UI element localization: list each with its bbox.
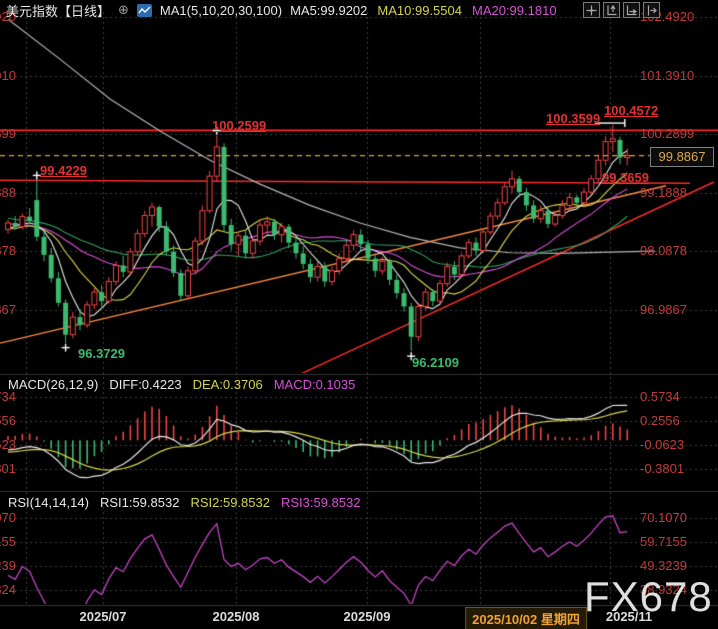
axis-label-left-main: 99.1888 — [0, 184, 16, 200]
ma-config-label: MA1(5,10,20,30,100) — [159, 2, 283, 18]
axis-label-left-rsi: 49.3239 — [0, 557, 16, 573]
scale-x-axis-icon[interactable] — [623, 2, 640, 18]
last-price-value: 99.8867 — [658, 149, 706, 165]
date-axis: 2025/07 2025/08 2025/09 2025/10/02 星期四 2025/… — [0, 606, 718, 629]
symbol-title: 美元指数【日线】 — [6, 3, 111, 19]
axis-label-left-macd: 0.5734 — [0, 389, 16, 404]
axis-label-left-rsi: 38.9324 — [0, 581, 16, 597]
fx678-watermark: FX678 — [584, 573, 713, 620]
macd-header-item: MACD:0.1035 — [273, 377, 356, 392]
date-label-highlighted: 2025/10/02 星期四 — [465, 607, 587, 629]
rsi-pane-header: RSI(14,14,14) RSI1:59.8532 RSI2:59.8532 RS… — [8, 495, 360, 510]
pan-right-icon[interactable] — [643, 2, 660, 18]
rsi-header-item: RSI1:59.8532 — [99, 495, 180, 510]
axis-label-left-macd: -0.3801 — [0, 460, 16, 476]
date-label: 2025/11 — [605, 609, 653, 624]
candlestick-chart-icon — [136, 3, 152, 17]
ma-value-label: MA20:99.1810 — [471, 2, 557, 18]
macd-header-item: DEA:0.3706 — [192, 377, 263, 392]
date-label: 2025/08 — [212, 609, 260, 624]
ma-value-label: MA5:99.9202 — [290, 2, 368, 18]
rsi-header-item: RSI3:59.8532 — [280, 495, 361, 510]
scale-y-axis-icon[interactable] — [603, 2, 620, 18]
rsi-header-item: RSI2:59.8532 — [190, 495, 270, 510]
axis-label-left-macd: -0.0623 — [0, 437, 16, 452]
axis-label-left-main: 98.0878 — [0, 243, 16, 259]
axis-label-left-main: 100.2899 — [0, 126, 16, 142]
macd-pane-header: MACD(26,12,9) DIFF:0.4223 DEA:0.3706 MACD:… — [8, 377, 355, 392]
axis-label-left-main: 101.3910 — [0, 67, 16, 83]
date-label: 2025/07 — [79, 609, 127, 624]
axis-label-left-rsi: 70.1070 — [0, 510, 16, 525]
chart-header: 美元指数【日线】 ⊕ MA1(5,10,20,30,100) MA5:99.92… — [6, 1, 557, 19]
axis-label-left-macd: 0.2556 — [0, 413, 16, 428]
expand-icon[interactable]: ⊕ — [118, 2, 129, 17]
macd-indicator-name: MACD(26,12,9) — [8, 377, 99, 392]
axis-label-left-main: 96.9867 — [0, 301, 16, 317]
date-label: 2025/09 — [343, 609, 391, 624]
last-price-badge: 99.8867 — [650, 146, 714, 167]
ma-value-label: MA10:99.5504 — [377, 2, 462, 18]
move-crosshair-icon[interactable] — [583, 2, 600, 18]
axis-label-left-main: 102.4920 — [0, 9, 16, 24]
axis-label-left-rsi: 59.7155 — [0, 533, 16, 549]
rsi-indicator-name: RSI(14,14,14) — [8, 495, 89, 510]
left-axis-clipped-labels: 102.4920 101.3910 100.2899 99.1888 98.0878 96… — [0, 0, 17, 605]
macd-header-item: DIFF:0.4223 — [109, 377, 182, 392]
ma-values: MA5:99.9202 MA10:99.5504 MA20:99.1810 — [290, 3, 557, 18]
chart-toolbar — [583, 2, 660, 18]
